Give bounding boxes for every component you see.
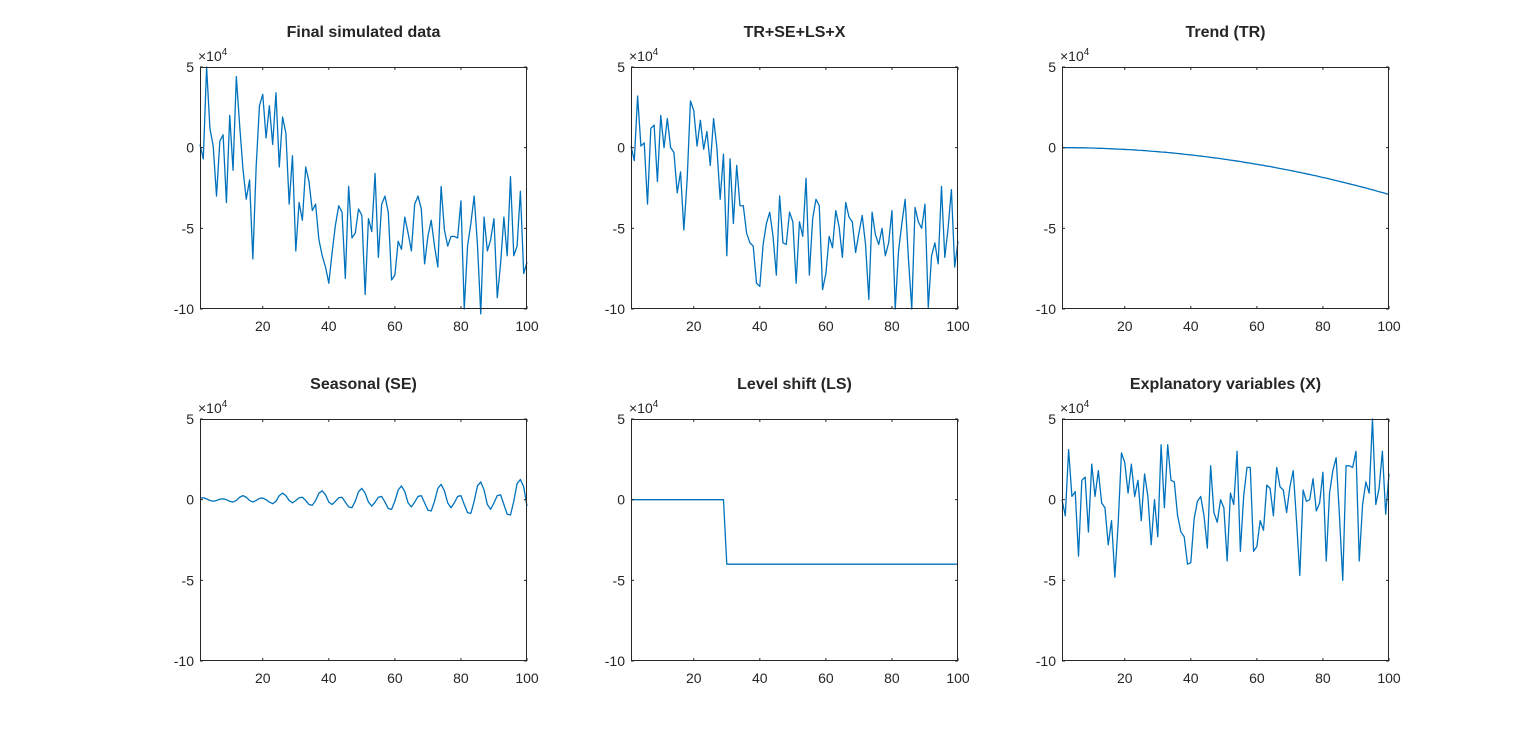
- x-tick-label: 40: [752, 670, 768, 686]
- x-tick-label: 60: [1249, 318, 1265, 334]
- x-tick-label: 20: [686, 670, 702, 686]
- plot-area: 20 40 60 80 100 5 0 -5 -10 ×104: [174, 47, 539, 334]
- x-tick-label: 80: [453, 670, 469, 686]
- data-line: [630, 95, 959, 310]
- y-exponent-label: ×104: [1060, 399, 1090, 416]
- x-tick-label: 20: [1117, 318, 1133, 334]
- x-tick-label: 100: [946, 318, 970, 334]
- x-tick-label: 100: [1377, 670, 1401, 686]
- data-line: [199, 66, 528, 315]
- x-tick-label: 80: [884, 318, 900, 334]
- subplot-title: Final simulated data: [286, 24, 441, 41]
- subplot-title: Trend (TR): [1185, 24, 1266, 41]
- x-tick-label: 60: [818, 670, 834, 686]
- y-tick-label: 0: [186, 492, 194, 508]
- x-tick-label: 20: [255, 318, 271, 334]
- x-tick-label: 60: [1249, 670, 1265, 686]
- y-tick-label: 5: [186, 59, 194, 75]
- subplot-title: TR+SE+LS+X: [743, 24, 846, 41]
- axes-box: [631, 67, 958, 309]
- y-tick-label: -10: [1036, 301, 1056, 317]
- y-exponent-label: ×104: [629, 399, 659, 416]
- y-tick-label: -10: [174, 653, 194, 669]
- subplot-explanatory-variables: 20 40 60 80 100 5 0 -5 -10 ×104: [1036, 399, 1401, 686]
- subplot-title: Level shift (LS): [737, 376, 852, 393]
- x-tick-label: 20: [1117, 670, 1133, 686]
- y-tick-label: -5: [182, 572, 195, 588]
- subplot-tr-se-ls-x: 20 40 60 80 100 5 0 -5 -10 ×104: [605, 47, 970, 334]
- y-tick-label: -5: [613, 220, 626, 236]
- x-tick-label: 80: [1315, 318, 1331, 334]
- x-tick-label: 20: [255, 670, 271, 686]
- y-tick-label: 5: [1048, 59, 1056, 75]
- y-tick-label: 0: [1048, 492, 1056, 508]
- plot-area: 20 40 60 80 100 5 0 -5 -10 ×104: [605, 47, 970, 334]
- subplot-level-shift: 20 40 60 80 100 5 0 -5 -10 ×104: [605, 399, 970, 686]
- y-tick-label: 0: [617, 492, 625, 508]
- y-tick-label: -5: [182, 220, 195, 236]
- x-tick-label: 100: [1377, 318, 1401, 334]
- y-tick-label: -10: [605, 301, 625, 317]
- axes-box: [1062, 419, 1389, 661]
- subplot-final-simulated-data: 20 40 60 80 100 5 0 -5 -10 ×104: [174, 47, 539, 334]
- x-tick-label: 60: [818, 318, 834, 334]
- subplot-trend: 20 40 60 80 100 5 0 -5 -10 ×104: [1036, 47, 1401, 334]
- x-tick-label: 40: [1183, 318, 1199, 334]
- x-tick-label: 80: [1315, 670, 1331, 686]
- data-line: [1062, 147, 1390, 196]
- data-line: [631, 499, 958, 565]
- plot-area: 20 40 60 80 100 5 0 -5 -10 ×104: [1036, 47, 1401, 334]
- axes-box: [200, 67, 527, 309]
- axes-box: [200, 419, 527, 661]
- x-tick-label: 100: [946, 670, 970, 686]
- y-tick-label: 0: [1048, 140, 1056, 156]
- x-tick-label: 100: [515, 318, 539, 334]
- y-tick-label: 5: [186, 411, 194, 427]
- y-tick-label: -5: [1044, 572, 1057, 588]
- x-tick-label: 40: [1183, 670, 1199, 686]
- axes-box: [1062, 67, 1389, 309]
- y-tick-label: 0: [617, 140, 625, 156]
- y-tick-label: 0: [186, 140, 194, 156]
- subplot-title: Seasonal (SE): [310, 376, 417, 393]
- x-tick-label: 40: [321, 318, 337, 334]
- x-tick-label: 100: [515, 670, 539, 686]
- x-tick-label: 40: [321, 670, 337, 686]
- y-tick-label: 5: [617, 59, 625, 75]
- subplot-title: Explanatory variables (X): [1129, 376, 1322, 393]
- y-tick-label: -10: [605, 653, 625, 669]
- data-line: [1061, 418, 1390, 581]
- x-tick-label: 80: [884, 670, 900, 686]
- y-exponent-label: ×104: [1060, 47, 1090, 64]
- x-tick-label: 60: [387, 670, 403, 686]
- y-exponent-label: ×104: [198, 47, 228, 64]
- y-tick-label: -10: [174, 301, 194, 317]
- y-tick-label: 5: [1048, 411, 1056, 427]
- y-tick-label: -5: [1044, 220, 1057, 236]
- x-tick-label: 80: [453, 318, 469, 334]
- x-tick-label: 60: [387, 318, 403, 334]
- axes-box: [631, 419, 958, 661]
- plot-area: 20 40 60 80 100 5 0 -5 -10 ×104: [1036, 399, 1401, 686]
- y-exponent-label: ×104: [629, 47, 659, 64]
- plot-area: 20 40 60 80 100 5 0 -5 -10 ×104: [605, 399, 970, 686]
- data-line: [199, 478, 528, 516]
- y-tick-label: -10: [1036, 653, 1056, 669]
- x-tick-label: 20: [686, 318, 702, 334]
- x-tick-label: 40: [752, 318, 768, 334]
- y-exponent-label: ×104: [198, 399, 228, 416]
- subplot-seasonal: 20 40 60 80 100 5 0 -5 -10 ×104: [174, 399, 539, 686]
- plot-area: 20 40 60 80 100 5 0 -5 -10 ×104: [174, 399, 539, 686]
- y-tick-label: 5: [617, 411, 625, 427]
- y-tick-label: -5: [613, 572, 626, 588]
